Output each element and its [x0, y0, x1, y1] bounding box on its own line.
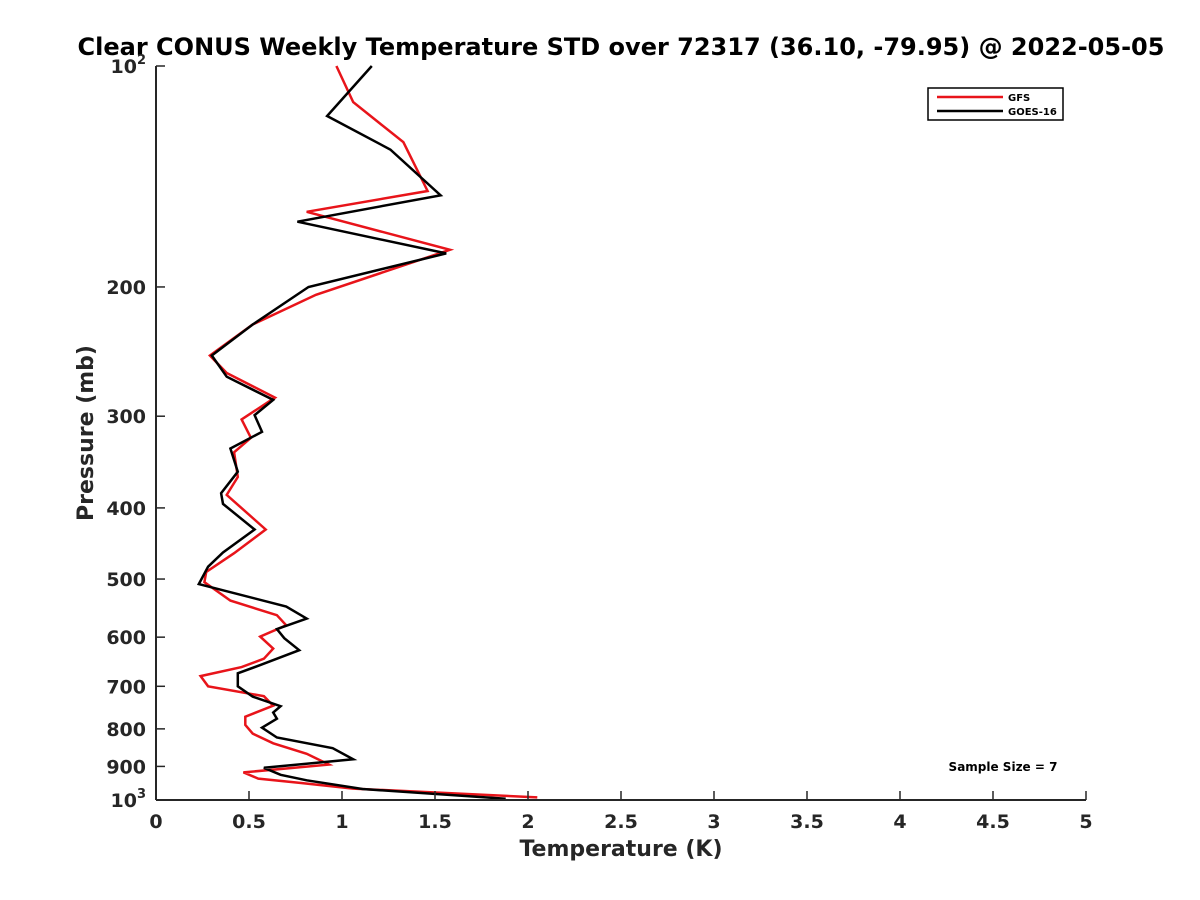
y-tick-label: 700 [106, 676, 146, 698]
y-tick-base: 10 [111, 56, 137, 78]
y-tick-label: 900 [106, 756, 146, 778]
x-tick-label: 5 [1079, 811, 1092, 833]
x-tick-label: 2 [521, 811, 534, 833]
legend-entries: GFS GOES-16 [937, 93, 1057, 118]
sample-size-annotation: Sample Size = 7 [949, 760, 1058, 774]
y-tick-exponent: 3 [137, 787, 146, 802]
legend-box [927, 87, 1064, 121]
y-tick-base: 10 [111, 790, 137, 812]
x-ticks: 0 0.5 1 1.5 2 2.5 3 3.5 4 4.5 5 [149, 791, 1093, 833]
series-line-goes-16 [196, 65, 506, 800]
x-tick-label: 2.5 [604, 811, 638, 833]
chart-title: Clear CONUS Weekly Temperature STD over … [78, 33, 1165, 61]
y-tick-label: 200 [106, 277, 146, 299]
y-tick-label: 102 [111, 53, 147, 78]
y-tick-label: 103 [111, 787, 147, 812]
y-tick-label: 600 [106, 627, 146, 649]
x-axis-label: Temperature (K) [519, 837, 722, 862]
legend-label: GFS [1008, 93, 1030, 104]
x-tick-label: 3.5 [790, 811, 824, 833]
series-line-gfs [198, 65, 538, 799]
y-axis-label: Pressure (mb) [74, 345, 99, 521]
y-tick-label: 400 [106, 498, 146, 520]
x-tick-label: 1.5 [418, 811, 452, 833]
y-tick-label: 500 [106, 569, 146, 591]
plot-lines [196, 65, 538, 800]
x-tick-label: 0.5 [232, 811, 266, 833]
x-tick-label: 4 [893, 811, 906, 833]
x-tick-label: 3 [707, 811, 720, 833]
x-tick-label: 4.5 [976, 811, 1010, 833]
legend-label: GOES-16 [1008, 107, 1057, 118]
x-tick-label: 0 [149, 811, 162, 833]
y-tick-exponent: 2 [137, 53, 146, 68]
legend: GFS GOES-16 [927, 87, 1064, 121]
x-tick-label: 1 [335, 811, 348, 833]
y-tick-label: 800 [106, 719, 146, 741]
y-tick-label: 300 [106, 406, 146, 428]
